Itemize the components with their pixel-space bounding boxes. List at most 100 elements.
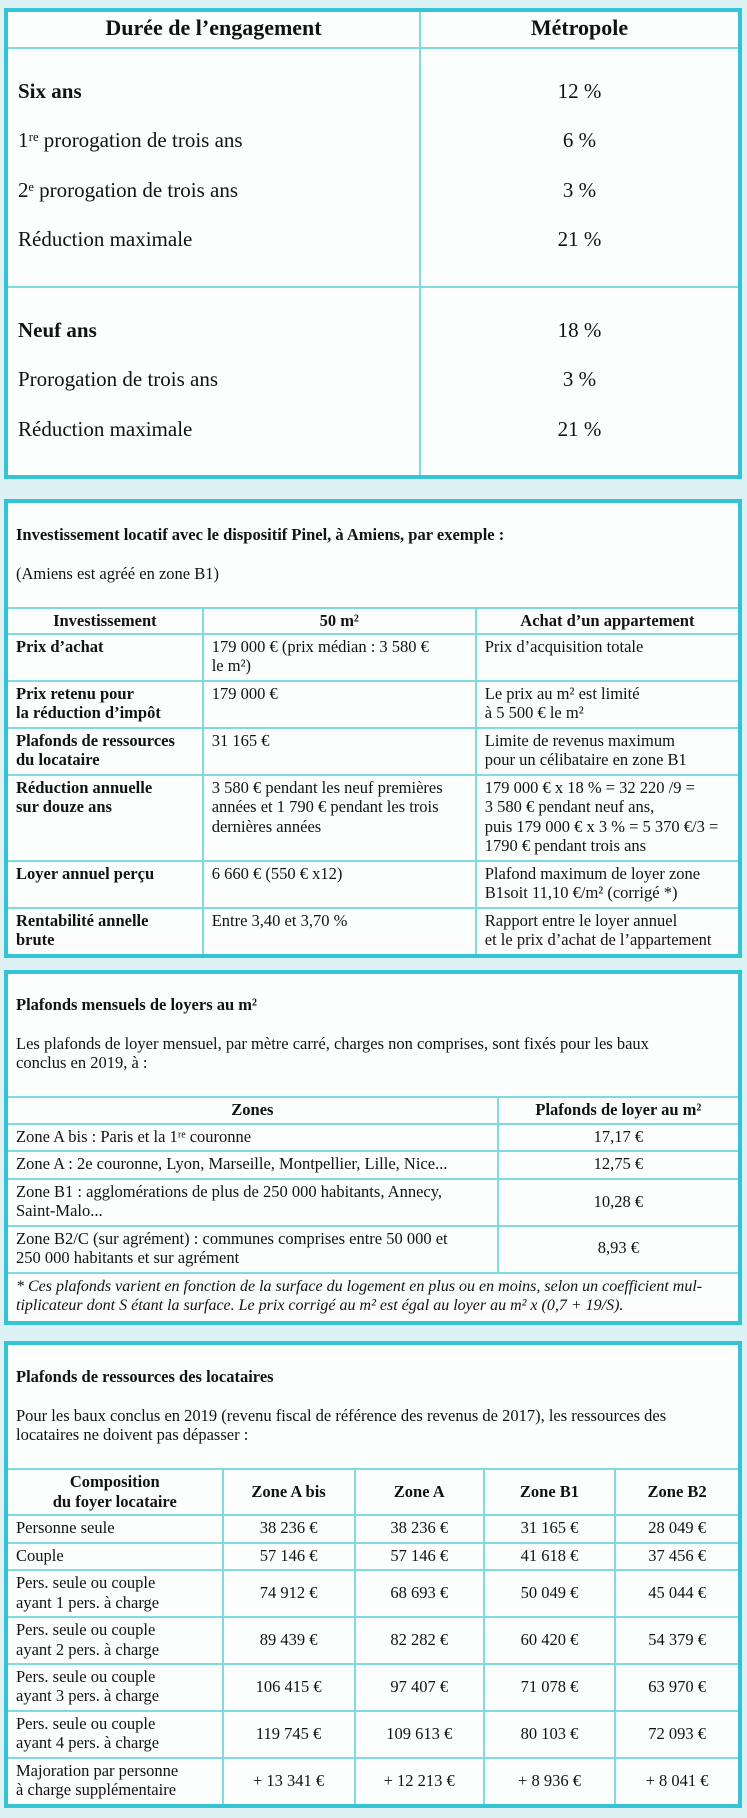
table-row: Rentabilité annelle brute Entre 3,40 et … [5,906,742,957]
loyers-zone-value: 10,28 € [496,1177,742,1227]
pinel-row-label: Plafonds de ressources du locataire [5,726,204,776]
ressources-value: 74 912 € [221,1569,356,1619]
ressources-row-label: Pers. seule ou couple ayant 3 pers. à ch… [5,1662,224,1712]
ressources-value: 109 613 € [353,1709,485,1759]
loyers-zone-value: 8,93 € [496,1224,742,1274]
ressources-value: 63 970 € [614,1662,741,1712]
loyers-zone-label: Zone A bis : Paris et la 1ʳᵉ couronne [5,1122,499,1153]
ressources-title: Plafonds de ressources des locataires [16,1366,274,1386]
loyers-zone-label: Zone B1 : agglomérations de plus de 250 … [5,1177,499,1227]
loyers-title-row: Plafonds mensuels de loyers au m² Les pl… [5,970,741,1099]
engagement-six-value: 6 % [562,128,597,153]
table-row: Personne seule 38 236 € 38 236 € 31 165 … [5,1514,741,1544]
pinel-row-note: Prix d’acquisition totale [474,633,742,682]
engagement-header-row: Durée de l’engagement Métropole [5,9,742,49]
ressources-title-cell: Plafonds de ressources des locataires Po… [5,1342,741,1471]
ressources-value: 60 420 € [482,1616,617,1665]
pinel-row-label: Prix d’achat [5,633,204,682]
table-row: Pers. seule ou couple ayant 2 pers. à ch… [5,1616,741,1665]
engagement-header-duration: Durée de l’engagement [5,9,421,49]
table-row: Pers. seule ou couple ayant 3 pers. à ch… [5,1662,741,1712]
pinel-row-note: Plafond maximum de loyer zone B1soit 11,… [474,859,742,909]
pinel-header-achat: Achat d’un appartement [474,606,742,636]
ressources-value: 38 236 € [221,1514,356,1544]
ressources-value: 80 103 € [482,1709,617,1759]
engagement-six-line: 1ʳᵉ prorogation de trois ans [18,128,243,153]
pinel-title-row: Investissement locatif avec le dispositi… [5,500,741,609]
engagement-six-line: Six ans [18,78,82,103]
pinel-row-value: 179 000 € [201,679,477,729]
ressources-row-label: Personne seule [5,1514,224,1544]
engagement-six-value: 21 % [557,227,602,252]
engagement-neuf-value: 3 % [562,367,597,392]
ressources-value: 89 439 € [221,1616,356,1665]
pinel-row-label: Rentabilité annelle brute [5,906,204,957]
engagement-six-values: 12 % 6 % 3 % 21 % [418,46,742,288]
engagement-neuf-line: Neuf ans [18,317,97,342]
engagement-neuf-line: Prorogation de trois ans [18,367,219,392]
engagement-six-value: 3 % [562,177,597,202]
pinel-row-label: Loyer annuel perçu [5,859,204,909]
ressources-value: 28 049 € [614,1514,741,1544]
engagement-neuf-values: 18 % 3 % 21 % [418,285,742,479]
ressources-value: + 12 213 € [353,1756,485,1807]
table-row: Réduction annuelle sur douze ans 3 580 €… [5,773,742,862]
ressources-row-label: Majoration par personne à charge supplém… [5,1756,224,1807]
loyers-zone-label: Zone B2/C (sur agrément) : communes comp… [5,1224,499,1274]
ressources-row-label: Pers. seule ou couple ayant 1 pers. à ch… [5,1569,224,1619]
loyers-zone-label: Zone A : 2e couronne, Lyon, Marseille, M… [5,1150,499,1180]
engagement-six-value: 12 % [557,78,602,103]
ressources-value: 37 456 € [614,1541,741,1572]
pinel-row-note: Limite de revenus maximum pour un céliba… [474,726,742,776]
ressources-row-label: Pers. seule ou couple ayant 4 pers. à ch… [5,1709,224,1759]
loyers-table: Plafonds mensuels de loyers au m² Les pl… [4,969,742,1326]
pinel-row-label: Prix retenu pour la réduction d’impôt [5,679,204,729]
ressources-value: 68 693 € [353,1569,485,1619]
ressources-value: 54 379 € [614,1616,741,1665]
ressources-header-row: Composition du foyer locataire Zone A bi… [5,1468,741,1517]
loyers-title: Plafonds mensuels de loyers au m² [16,995,257,1015]
ressources-title-row: Plafonds de ressources des locataires Po… [5,1342,741,1471]
table-row: Zone A : 2e couronne, Lyon, Marseille, M… [5,1150,742,1180]
engagement-six-labels: Six ans 1ʳᵉ prorogation de trois ans 2ᵉ … [5,46,421,288]
table-row: Prix retenu pour la réduction d’impôt 17… [5,679,742,729]
engagement-neuf-block: Neuf ans Prorogation de trois ans Réduct… [5,285,742,479]
ressources-value: 45 044 € [614,1569,741,1619]
loyers-header-zones: Zones [5,1096,499,1125]
ressources-table: Plafonds de ressources des locataires Po… [4,1341,742,1808]
engagement-six-line: 2ᵉ prorogation de trois ans [18,177,239,202]
ressources-header-zone-b2: Zone B2 [614,1468,741,1517]
ressources-value: + 8 041 € [614,1756,741,1807]
ressources-value: + 8 936 € [482,1756,617,1807]
pinel-row-label: Réduction annuelle sur douze ans [5,773,204,862]
table-row: Loyer annuel perçu 6 660 € (550 € x12) P… [5,859,742,909]
ressources-value: 38 236 € [353,1514,485,1544]
loyers-footnote-row: * Ces plafonds varient en fonction de la… [5,1271,741,1325]
engagement-neuf-value: 18 % [557,317,602,342]
ressources-value: 71 078 € [482,1662,617,1712]
pinel-header-investissement: Investissement [5,606,204,636]
table-row: Zone A bis : Paris et la 1ʳᵉ couronne 17… [5,1122,742,1153]
engagement-six-line: Réduction maximale [18,227,193,252]
pinel-subtitle: (Amiens est agréé en zone B1) [16,563,219,583]
ressources-value: 57 146 € [353,1541,485,1572]
ressources-header-zone-a: Zone A [353,1468,485,1517]
pinel-row-value: 3 580 € pendant les neuf premières année… [201,773,477,862]
ressources-value: + 13 341 € [221,1756,356,1807]
pinel-header-row: Investissement 50 m² Achat d’un appartem… [5,606,742,636]
ressources-value: 119 745 € [221,1709,356,1759]
table-row: Pers. seule ou couple ayant 4 pers. à ch… [5,1709,741,1759]
engagement-table: Durée de l’engagement Métropole Six ans … [4,8,742,480]
loyers-zone-value: 12,75 € [496,1150,742,1180]
ressources-header-composition: Composition du foyer locataire [5,1468,224,1517]
loyers-title-cell: Plafonds mensuels de loyers au m² Les pl… [5,970,741,1099]
ressources-value: 31 165 € [482,1514,617,1544]
ressources-row-label: Couple [5,1541,224,1572]
ressources-value: 72 093 € [614,1709,741,1759]
pinel-header-50m2: 50 m² [201,606,477,636]
engagement-neuf-line: Réduction maximale [18,416,193,441]
pinel-row-value: Entre 3,40 et 3,70 % [201,906,477,957]
loyers-desc: Les plafonds de loyer mensuel, par mètre… [16,1033,649,1073]
pinel-row-value: 6 660 € (550 € x12) [201,859,477,909]
